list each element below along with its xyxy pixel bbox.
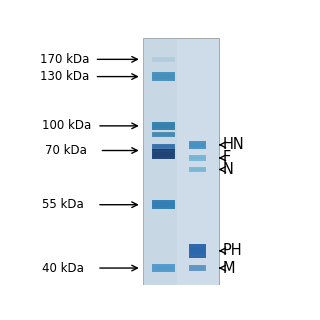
- Text: HN: HN: [222, 137, 244, 152]
- Text: M: M: [222, 260, 235, 276]
- Text: 130 kDa: 130 kDa: [40, 70, 89, 83]
- Bar: [153, 202, 174, 207]
- Bar: [190, 156, 205, 159]
- Bar: [153, 74, 174, 79]
- Bar: [189, 265, 205, 271]
- Text: 170 kDa: 170 kDa: [40, 53, 89, 66]
- Bar: [190, 168, 205, 171]
- Bar: [152, 149, 175, 159]
- Bar: [152, 72, 175, 81]
- Text: 100 kDa: 100 kDa: [43, 119, 92, 132]
- Bar: [143, 38, 219, 285]
- Text: 55 kDa: 55 kDa: [43, 198, 84, 211]
- Text: F: F: [222, 150, 230, 165]
- Text: 70 kDa: 70 kDa: [45, 144, 87, 157]
- Bar: [152, 122, 175, 130]
- Bar: [153, 266, 174, 270]
- Bar: [152, 264, 175, 272]
- Bar: [153, 58, 174, 61]
- Text: N: N: [222, 162, 233, 177]
- Bar: [190, 143, 205, 147]
- Bar: [152, 200, 175, 209]
- Bar: [153, 152, 174, 157]
- Bar: [152, 144, 175, 149]
- Text: PH: PH: [222, 243, 242, 258]
- Bar: [190, 266, 205, 270]
- Bar: [153, 133, 174, 136]
- Bar: [189, 244, 205, 258]
- Bar: [153, 146, 174, 148]
- Bar: [143, 38, 177, 285]
- Bar: [152, 57, 175, 62]
- Bar: [189, 167, 205, 172]
- Bar: [190, 247, 205, 254]
- Bar: [189, 155, 205, 161]
- Text: 40 kDa: 40 kDa: [43, 261, 84, 275]
- Bar: [189, 141, 205, 148]
- Bar: [153, 124, 174, 128]
- Bar: [152, 132, 175, 137]
